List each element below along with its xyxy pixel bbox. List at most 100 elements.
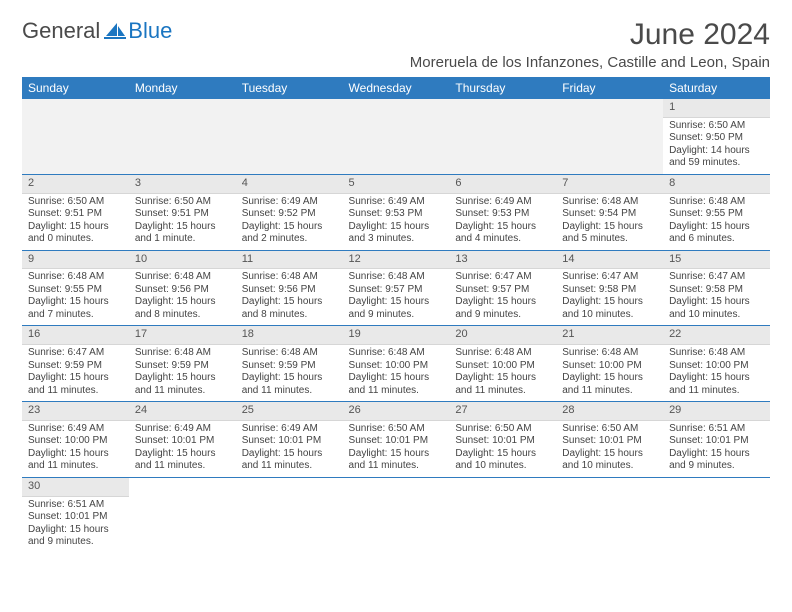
daylight-text: Daylight: 15 hours and 11 minutes. <box>349 448 444 473</box>
day-body: Sunrise: 6:49 AMSunset: 10:01 PMDaylight… <box>236 421 343 477</box>
day-body: Sunrise: 6:51 AMSunset: 10:01 PMDaylight… <box>663 421 770 477</box>
daylight-text: Daylight: 15 hours and 2 minutes. <box>242 221 337 246</box>
calendar-week-row: 23Sunrise: 6:49 AMSunset: 10:00 PMDaylig… <box>22 402 770 478</box>
sunrise-text: Sunrise: 6:48 AM <box>135 271 230 284</box>
daylight-text: Daylight: 15 hours and 1 minute. <box>135 221 230 246</box>
daylight-text: Daylight: 15 hours and 11 minutes. <box>242 448 337 473</box>
calendar-day-cell: 27Sunrise: 6:50 AMSunset: 10:01 PMDaylig… <box>449 402 556 478</box>
sunset-text: Sunset: 9:57 PM <box>455 284 550 297</box>
day-number: 29 <box>663 402 770 421</box>
sunset-text: Sunset: 10:00 PM <box>455 360 550 373</box>
day-number: 20 <box>449 326 556 345</box>
calendar-week-row: 2Sunrise: 6:50 AMSunset: 9:51 PMDaylight… <box>22 174 770 250</box>
sunset-text: Sunset: 9:57 PM <box>349 284 444 297</box>
calendar-day-cell: 17Sunrise: 6:48 AMSunset: 9:59 PMDayligh… <box>129 326 236 402</box>
daylight-text: Daylight: 15 hours and 11 minutes. <box>135 372 230 397</box>
calendar-week-row: 1Sunrise: 6:50 AMSunset: 9:50 PMDaylight… <box>22 99 770 174</box>
sunset-text: Sunset: 9:56 PM <box>135 284 230 297</box>
calendar-day-cell <box>129 99 236 174</box>
day-body: Sunrise: 6:50 AMSunset: 9:50 PMDaylight:… <box>663 118 770 174</box>
sunset-text: Sunset: 10:01 PM <box>28 511 123 524</box>
day-number: 5 <box>343 175 450 194</box>
day-body: Sunrise: 6:49 AMSunset: 9:53 PMDaylight:… <box>449 194 556 250</box>
sunset-text: Sunset: 9:50 PM <box>669 132 764 145</box>
sunrise-text: Sunrise: 6:51 AM <box>28 499 123 512</box>
calendar-day-cell: 10Sunrise: 6:48 AMSunset: 9:56 PMDayligh… <box>129 250 236 326</box>
sunset-text: Sunset: 9:54 PM <box>562 208 657 221</box>
sunset-text: Sunset: 10:00 PM <box>28 435 123 448</box>
day-body: Sunrise: 6:47 AMSunset: 9:58 PMDaylight:… <box>663 269 770 325</box>
brand-part2: Blue <box>128 18 172 44</box>
calendar-week-row: 9Sunrise: 6:48 AMSunset: 9:55 PMDaylight… <box>22 250 770 326</box>
day-number: 4 <box>236 175 343 194</box>
day-number: 24 <box>129 402 236 421</box>
sunrise-text: Sunrise: 6:47 AM <box>455 271 550 284</box>
day-body: Sunrise: 6:47 AMSunset: 9:57 PMDaylight:… <box>449 269 556 325</box>
sunrise-text: Sunrise: 6:49 AM <box>28 423 123 436</box>
day-number: 8 <box>663 175 770 194</box>
calendar-day-cell <box>449 477 556 552</box>
sunrise-text: Sunrise: 6:50 AM <box>562 423 657 436</box>
sunset-text: Sunset: 9:58 PM <box>669 284 764 297</box>
calendar-day-cell: 13Sunrise: 6:47 AMSunset: 9:57 PMDayligh… <box>449 250 556 326</box>
sunrise-text: Sunrise: 6:48 AM <box>669 196 764 209</box>
day-number: 30 <box>22 478 129 497</box>
day-body: Sunrise: 6:47 AMSunset: 9:58 PMDaylight:… <box>556 269 663 325</box>
day-body: Sunrise: 6:48 AMSunset: 9:55 PMDaylight:… <box>663 194 770 250</box>
day-number: 14 <box>556 251 663 270</box>
sunrise-text: Sunrise: 6:47 AM <box>669 271 764 284</box>
sunset-text: Sunset: 10:01 PM <box>455 435 550 448</box>
day-body: Sunrise: 6:48 AMSunset: 9:59 PMDaylight:… <box>129 345 236 401</box>
day-number: 23 <box>22 402 129 421</box>
sunrise-text: Sunrise: 6:50 AM <box>28 196 123 209</box>
calendar-week-row: 30 Sunrise: 6:51 AMSunset: 10:01 PMDaylig… <box>22 477 770 552</box>
sunrise-text: Sunrise: 6:51 AM <box>669 423 764 436</box>
day-body: Sunrise: 6:49 AMSunset: 10:00 PMDaylight… <box>22 421 129 477</box>
sunrise-text: Sunrise: 6:48 AM <box>28 271 123 284</box>
day-body: Sunrise: 6:48 AMSunset: 9:54 PMDaylight:… <box>556 194 663 250</box>
calendar-day-cell: 18Sunrise: 6:48 AMSunset: 9:59 PMDayligh… <box>236 326 343 402</box>
calendar-day-cell: 20Sunrise: 6:48 AMSunset: 10:00 PMDaylig… <box>449 326 556 402</box>
day-number: 12 <box>343 251 450 270</box>
day-number: 21 <box>556 326 663 345</box>
calendar-day-cell: 16Sunrise: 6:47 AMSunset: 9:59 PMDayligh… <box>22 326 129 402</box>
day-number: 2 <box>22 175 129 194</box>
day-number: 13 <box>449 251 556 270</box>
sunset-text: Sunset: 10:00 PM <box>669 360 764 373</box>
sunrise-text: Sunrise: 6:49 AM <box>135 423 230 436</box>
daylight-text: Daylight: 15 hours and 10 minutes. <box>669 296 764 321</box>
day-body: Sunrise: 6:48 AMSunset: 9:56 PMDaylight:… <box>236 269 343 325</box>
day-body: Sunrise: 6:48 AMSunset: 10:00 PMDaylight… <box>343 345 450 401</box>
daylight-text: Daylight: 15 hours and 9 minutes. <box>28 524 123 549</box>
calendar-day-cell: 28Sunrise: 6:50 AMSunset: 10:01 PMDaylig… <box>556 402 663 478</box>
day-body: Sunrise: 6:48 AMSunset: 10:00 PMDaylight… <box>663 345 770 401</box>
day-body: Sunrise: 6:48 AMSunset: 9:55 PMDaylight:… <box>22 269 129 325</box>
col-wednesday: Wednesday <box>343 77 450 99</box>
sunset-text: Sunset: 10:01 PM <box>669 435 764 448</box>
sunset-text: Sunset: 10:00 PM <box>562 360 657 373</box>
sunset-text: Sunset: 10:01 PM <box>349 435 444 448</box>
location: Moreruela de los Infanzones, Castille an… <box>410 54 770 71</box>
col-monday: Monday <box>129 77 236 99</box>
calendar-day-cell: 6Sunrise: 6:49 AMSunset: 9:53 PMDaylight… <box>449 174 556 250</box>
daylight-text: Daylight: 15 hours and 7 minutes. <box>28 296 123 321</box>
day-body: Sunrise: 6:48 AMSunset: 10:00 PMDaylight… <box>449 345 556 401</box>
daylight-text: Daylight: 15 hours and 9 minutes. <box>669 448 764 473</box>
day-number: 17 <box>129 326 236 345</box>
day-number: 15 <box>663 251 770 270</box>
calendar-day-cell <box>236 477 343 552</box>
calendar-day-cell: 19Sunrise: 6:48 AMSunset: 10:00 PMDaylig… <box>343 326 450 402</box>
day-body: Sunrise: 6:48 AMSunset: 9:57 PMDaylight:… <box>343 269 450 325</box>
day-number: 10 <box>129 251 236 270</box>
sunrise-text: Sunrise: 6:47 AM <box>562 271 657 284</box>
header: General Blue June 2024 Moreruela de los … <box>22 18 770 71</box>
title-block: June 2024 Moreruela de los Infanzones, C… <box>410 18 770 71</box>
day-number: 25 <box>236 402 343 421</box>
sunrise-text: Sunrise: 6:48 AM <box>669 347 764 360</box>
daylight-text: Daylight: 15 hours and 11 minutes. <box>669 372 764 397</box>
calendar-day-cell: 24Sunrise: 6:49 AMSunset: 10:01 PMDaylig… <box>129 402 236 478</box>
daylight-text: Daylight: 15 hours and 6 minutes. <box>669 221 764 246</box>
sunset-text: Sunset: 9:53 PM <box>349 208 444 221</box>
calendar-day-cell: 12Sunrise: 6:48 AMSunset: 9:57 PMDayligh… <box>343 250 450 326</box>
daylight-text: Daylight: 15 hours and 11 minutes. <box>562 372 657 397</box>
